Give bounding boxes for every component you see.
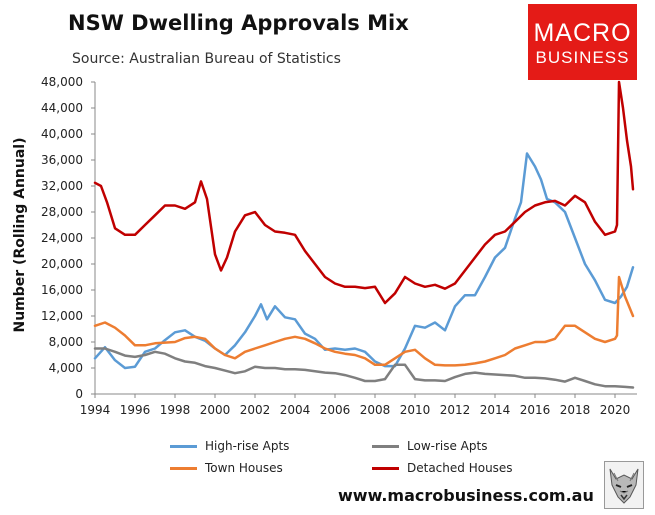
- x-tick-label: 2012: [440, 403, 471, 417]
- y-tick-label: 8,000: [49, 335, 83, 349]
- y-tick-label: 32,000: [41, 179, 83, 193]
- y-tick-label: 0: [75, 387, 83, 401]
- macrobusiness-logo: MACRO BUSINESS: [528, 4, 637, 80]
- y-tick-label: 28,000: [41, 205, 83, 219]
- series-line-low-rise-apts: [93, 347, 635, 389]
- wolf-logo-icon: [604, 461, 644, 509]
- x-tick-label: 2010: [400, 403, 431, 417]
- x-tick-label: 2006: [320, 403, 351, 417]
- y-tick-label: 48,000: [41, 75, 83, 89]
- series-line-detached-houses: [93, 80, 635, 305]
- y-tick-label: 44,000: [41, 101, 83, 115]
- x-tick-label: 1996: [120, 403, 151, 417]
- x-tick-label: 1994: [80, 403, 111, 417]
- x-tick-label: 2000: [200, 403, 231, 417]
- logo-line-1: MACRO: [533, 19, 632, 47]
- y-tick-label: 36,000: [41, 153, 83, 167]
- x-tick-label: 1998: [160, 403, 191, 417]
- x-tick-label: 2008: [360, 403, 391, 417]
- series-line-high-rise-apts: [93, 152, 635, 370]
- y-tick-label: 24,000: [41, 231, 83, 245]
- chart-source: Source: Australian Bureau of Statistics: [72, 51, 341, 67]
- y-tick-label: 4,000: [49, 361, 83, 375]
- chart-title: NSW Dwelling Approvals Mix: [68, 11, 409, 35]
- logo-line-2: BUSINESS: [535, 48, 630, 67]
- y-tick-label: 40,000: [41, 127, 83, 141]
- x-tick-label: 2018: [560, 403, 591, 417]
- y-tick-label: 20,000: [41, 257, 83, 271]
- y-tick-label: 16,000: [41, 283, 83, 297]
- x-tick-label: 2002: [240, 403, 271, 417]
- x-tick-label: 2004: [280, 403, 311, 417]
- series-line-town-houses: [93, 275, 635, 367]
- website-url: www.macrobusiness.com.au: [338, 486, 594, 505]
- x-tick-label: 2016: [520, 403, 551, 417]
- x-tick-label: 2020: [600, 403, 631, 417]
- y-tick-label: 12,000: [41, 309, 83, 323]
- x-tick-label: 2014: [480, 403, 511, 417]
